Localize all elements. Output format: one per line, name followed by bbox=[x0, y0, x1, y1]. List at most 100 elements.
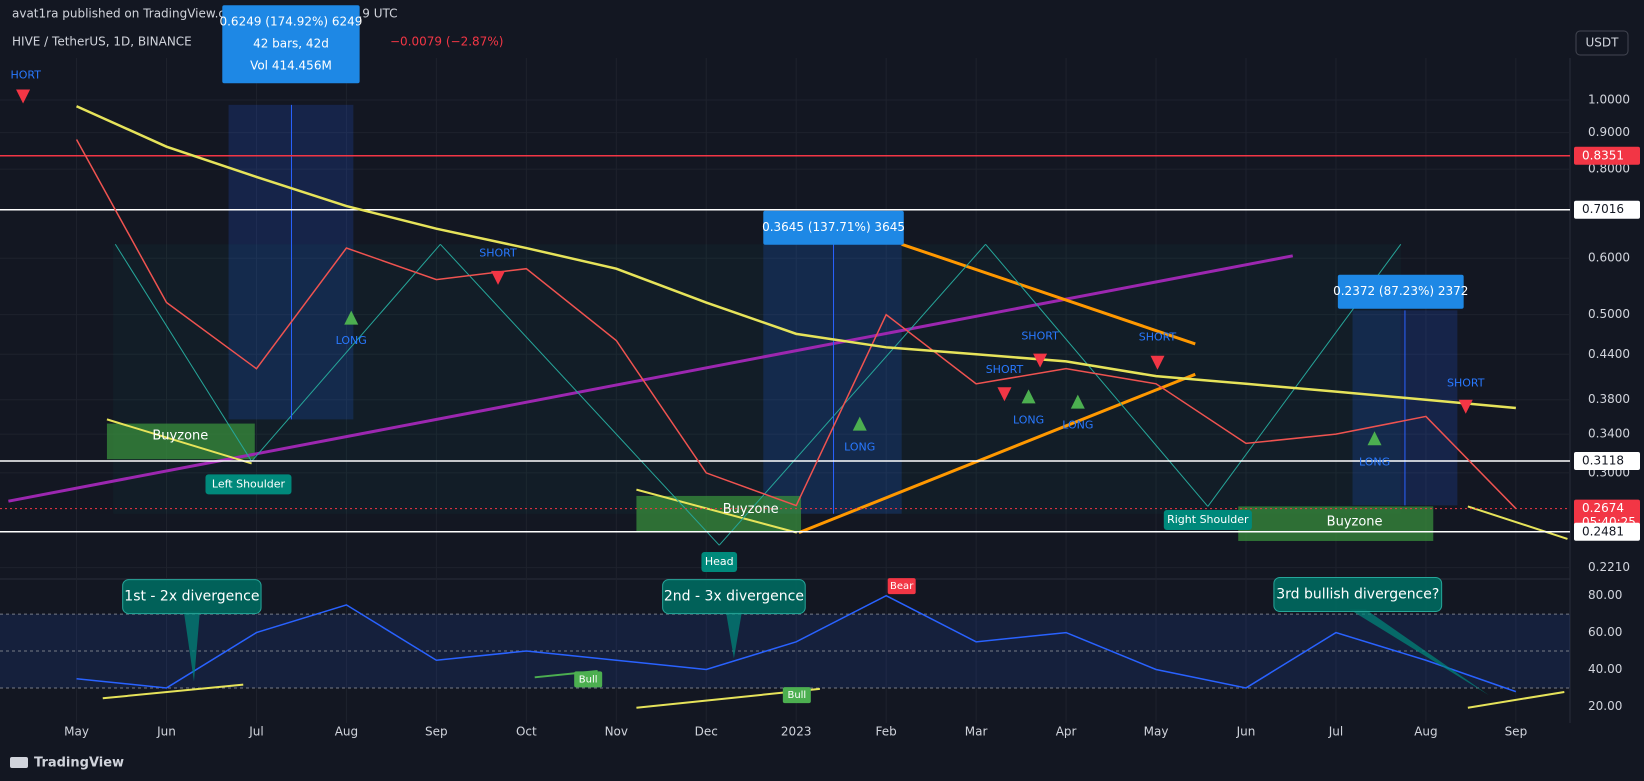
measure-label: 0.3645 (137.71%) 3645 bbox=[762, 220, 905, 234]
level-label: 0.7016 bbox=[1582, 202, 1624, 216]
y-tick-label: 0.5000 bbox=[1588, 307, 1630, 321]
trend-line bbox=[636, 488, 798, 534]
series-line bbox=[76, 594, 1517, 693]
signal-label: LONG bbox=[1359, 455, 1390, 468]
x-tick-label: Nov bbox=[605, 725, 628, 739]
pattern-label: Head bbox=[705, 555, 734, 568]
x-tick-label: Jun bbox=[1236, 725, 1256, 739]
level-label: 0.3118 bbox=[1582, 453, 1624, 467]
callout-label: 2nd - 3x divergence bbox=[664, 589, 804, 605]
tag-label: Bull bbox=[787, 690, 806, 701]
signal-arrow bbox=[997, 387, 1012, 402]
tag-box bbox=[574, 671, 603, 688]
series-line bbox=[76, 105, 1516, 410]
level-tag bbox=[1574, 146, 1640, 165]
tag-label: Bear bbox=[890, 581, 914, 592]
rsi-tick-label: 40.00 bbox=[1588, 662, 1622, 676]
pattern-tag bbox=[205, 474, 292, 495]
signal-label: HORT bbox=[10, 68, 41, 81]
signal-label: LONG bbox=[844, 441, 875, 454]
pattern-line bbox=[718, 243, 986, 546]
symbol: HIVE / TetherUS, 1D, BINANCE bbox=[12, 35, 192, 49]
y-tick-label: 0.3800 bbox=[1588, 392, 1630, 406]
signal-label: SHORT bbox=[986, 363, 1024, 376]
x-tick-label: May bbox=[1144, 725, 1169, 739]
measure-box bbox=[228, 104, 354, 420]
x-tick-label: Jul bbox=[248, 725, 263, 739]
x-tick-label: Dec bbox=[695, 725, 718, 739]
trend-line bbox=[798, 372, 1196, 535]
x-tick-label: Apr bbox=[1056, 725, 1077, 739]
footer: TradingView bbox=[34, 756, 124, 771]
signal-label: LONG bbox=[336, 334, 367, 347]
divergence-line bbox=[102, 683, 244, 700]
signal-label: LONG bbox=[1013, 413, 1044, 426]
callout-pointer bbox=[725, 611, 742, 659]
x-tick-label: Mar bbox=[965, 725, 988, 739]
x-tick-label: Jul bbox=[1328, 725, 1343, 739]
level-tag bbox=[1574, 522, 1640, 541]
tag-box bbox=[887, 578, 916, 595]
pattern-tag bbox=[701, 551, 738, 572]
x-tick-label: Sep bbox=[425, 725, 448, 739]
level-tag bbox=[1574, 451, 1640, 470]
signal-label: LONG bbox=[1062, 419, 1093, 432]
signal-arrow bbox=[1033, 353, 1048, 368]
measure-tooltip bbox=[222, 5, 360, 84]
signal-arrow bbox=[852, 416, 867, 431]
measure-tooltip bbox=[763, 210, 904, 245]
pattern-line bbox=[114, 244, 253, 462]
level-tag bbox=[1574, 200, 1640, 219]
trend-line bbox=[1467, 505, 1568, 540]
signal-arrow bbox=[1367, 431, 1382, 446]
callout-label: 3rd bullish divergence? bbox=[1276, 586, 1439, 602]
rsi-tick-label: 20.00 bbox=[1588, 699, 1622, 713]
tag-box bbox=[782, 687, 811, 704]
x-tick-label: 2023 bbox=[781, 725, 812, 739]
y-tick-label: 0.4400 bbox=[1588, 347, 1630, 361]
signal-label: SHORT bbox=[1139, 331, 1177, 344]
rsi-tick-label: 60.00 bbox=[1588, 625, 1622, 639]
x-tick-label: Feb bbox=[876, 725, 897, 739]
signal-arrow bbox=[1070, 394, 1085, 409]
y-tick-label: 0.2210 bbox=[1588, 560, 1630, 574]
callout-label: 1st - 2x divergence bbox=[124, 589, 259, 605]
measure-label: Vol 414.456M bbox=[250, 59, 332, 73]
trend-line bbox=[901, 242, 1196, 346]
zone-box bbox=[1238, 506, 1434, 542]
measure-tooltip bbox=[1337, 274, 1464, 309]
callout-pointer bbox=[183, 611, 200, 682]
signal-label: SHORT bbox=[479, 247, 517, 260]
measure-label: 0.2372 (87.23%) 2372 bbox=[1333, 284, 1468, 298]
y-tick-label: 0.9000 bbox=[1588, 125, 1630, 139]
pattern-label: Right Shoulder bbox=[1167, 513, 1249, 526]
trend-line bbox=[106, 418, 252, 465]
logo bbox=[10, 757, 28, 768]
divergence-line bbox=[1467, 691, 1565, 709]
measure-label: 42 bars, 42d bbox=[253, 37, 329, 51]
pattern-line bbox=[985, 243, 1209, 507]
zone-label: Buyzone bbox=[1327, 515, 1383, 530]
currency-button[interactable] bbox=[1575, 30, 1629, 56]
x-tick-label: May bbox=[64, 725, 89, 739]
y-tick-label: 0.3400 bbox=[1588, 427, 1630, 441]
x-tick-label: Aug bbox=[1414, 725, 1437, 739]
zone-label: Buyzone bbox=[152, 429, 208, 444]
x-tick-label: Jun bbox=[156, 725, 176, 739]
signal-label: SHORT bbox=[1021, 330, 1059, 343]
change: −0.0079 (−2.87%) bbox=[390, 35, 503, 49]
x-tick-label: Sep bbox=[1505, 725, 1528, 739]
callout-pointer bbox=[1349, 609, 1489, 696]
signal-arrow bbox=[1458, 399, 1473, 414]
pattern-line bbox=[439, 243, 720, 546]
callout-box bbox=[662, 579, 806, 615]
zone-label: Buyzone bbox=[723, 502, 779, 517]
currency[interactable]: USDT bbox=[1586, 36, 1620, 50]
y-tick-label: 1.0000 bbox=[1588, 92, 1630, 106]
x-tick-label: Aug bbox=[335, 725, 358, 739]
rsi-tick-label: 80.00 bbox=[1588, 588, 1622, 602]
callout-box bbox=[1273, 576, 1443, 612]
x-tick-label: Oct bbox=[516, 725, 537, 739]
